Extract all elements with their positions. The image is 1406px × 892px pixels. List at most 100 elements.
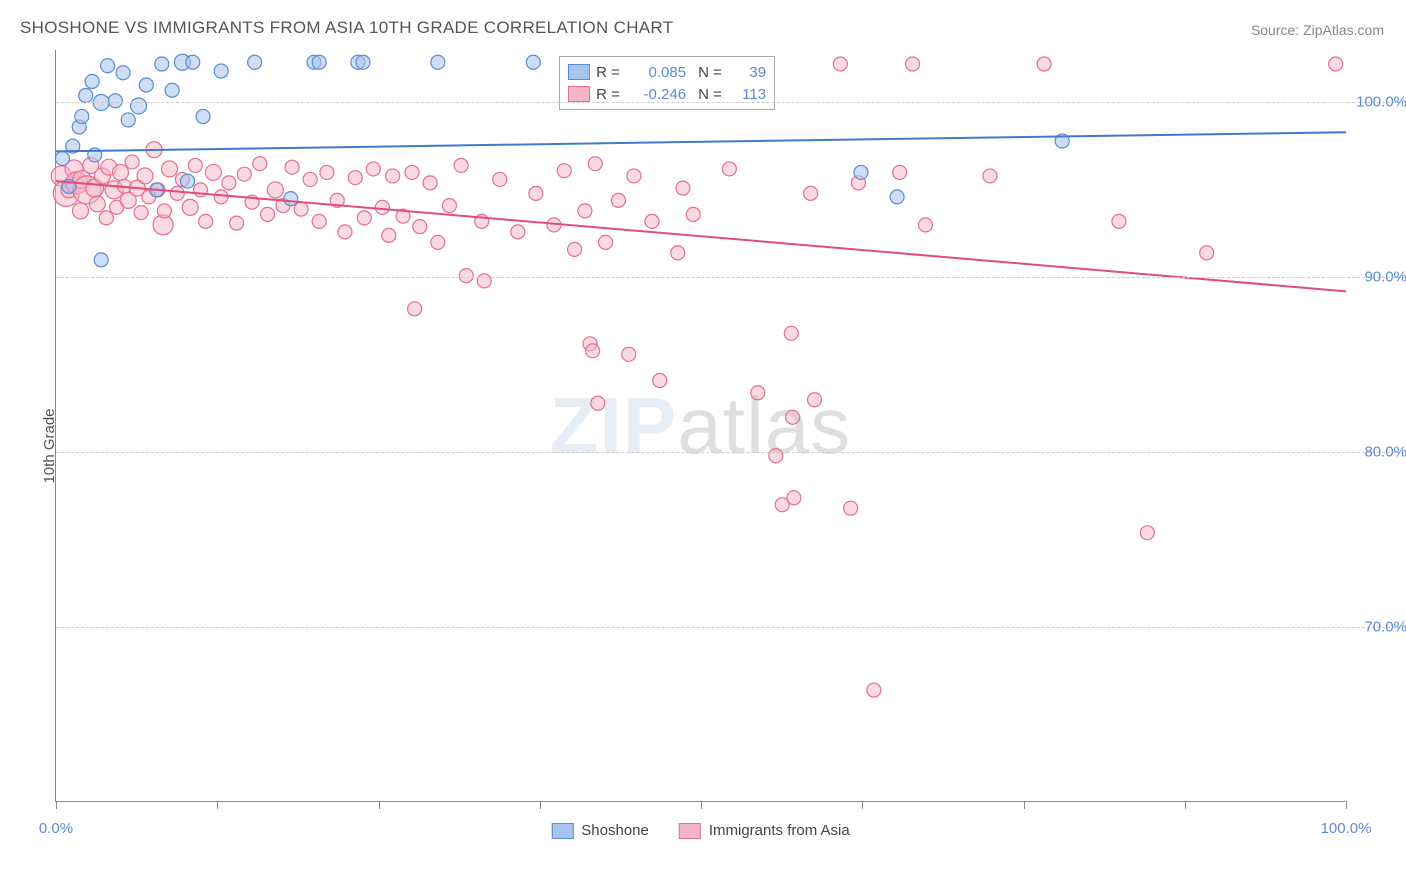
- plot-svg: [56, 50, 1345, 801]
- data-point: [170, 186, 184, 200]
- data-point: [214, 64, 228, 78]
- data-point: [622, 347, 636, 361]
- data-point: [121, 113, 135, 127]
- data-point: [73, 203, 89, 219]
- x-tick: [56, 801, 57, 809]
- data-point: [808, 393, 822, 407]
- data-point: [769, 449, 783, 463]
- data-point: [413, 220, 427, 234]
- data-point: [75, 109, 89, 123]
- x-tick: [1024, 801, 1025, 809]
- data-point: [131, 98, 147, 114]
- legend-n-value-shoshone: 39: [732, 64, 766, 81]
- data-point: [557, 164, 571, 178]
- data-point: [101, 59, 115, 73]
- data-point: [205, 164, 221, 180]
- gridline: [56, 452, 1405, 453]
- data-point: [1329, 57, 1343, 71]
- data-point: [599, 235, 613, 249]
- x-tick: [862, 801, 863, 809]
- data-point: [196, 109, 210, 123]
- legend-n-label: N =: [698, 64, 726, 81]
- data-point: [188, 158, 202, 172]
- data-point: [751, 386, 765, 400]
- data-point: [94, 253, 108, 267]
- data-point: [1140, 526, 1154, 540]
- y-tick-label: 100.0%: [1356, 94, 1406, 111]
- legend-n-value-asia: 113: [732, 86, 766, 103]
- y-tick-label: 90.0%: [1364, 269, 1406, 286]
- data-point: [442, 199, 456, 213]
- data-point: [237, 167, 251, 181]
- data-point: [366, 162, 380, 176]
- legend-bottom-label-asia: Immigrants from Asia: [709, 822, 850, 839]
- gridline: [56, 277, 1405, 278]
- data-point: [906, 57, 920, 71]
- gridline: [56, 102, 1405, 103]
- data-point: [408, 302, 422, 316]
- data-point: [627, 169, 641, 183]
- data-point: [348, 171, 362, 185]
- data-point: [787, 491, 801, 505]
- data-point: [303, 172, 317, 186]
- data-point: [722, 162, 736, 176]
- data-point: [431, 55, 445, 69]
- data-point: [285, 160, 299, 174]
- y-tick-label: 70.0%: [1364, 619, 1406, 636]
- data-point: [459, 269, 473, 283]
- data-point: [356, 55, 370, 69]
- data-point: [844, 501, 858, 515]
- x-tick-label: 0.0%: [39, 820, 73, 837]
- data-point: [137, 168, 153, 184]
- data-point: [165, 83, 179, 97]
- legend-bottom-asia: Immigrants from Asia: [679, 822, 850, 839]
- data-point: [526, 55, 540, 69]
- x-tick: [1346, 801, 1347, 809]
- data-point: [918, 218, 932, 232]
- data-point: [493, 172, 507, 186]
- data-point: [854, 165, 868, 179]
- data-point: [645, 214, 659, 228]
- data-point: [1200, 246, 1214, 260]
- data-point: [89, 196, 105, 212]
- data-point: [653, 374, 667, 388]
- data-point: [529, 186, 543, 200]
- data-point: [157, 204, 171, 218]
- data-point: [405, 165, 419, 179]
- data-point: [893, 165, 907, 179]
- data-point: [423, 176, 437, 190]
- legend-bottom-shoshone: Shoshone: [551, 822, 649, 839]
- data-point: [357, 211, 371, 225]
- data-point: [214, 190, 228, 204]
- data-point: [253, 157, 267, 171]
- data-point: [786, 410, 800, 424]
- data-point: [890, 190, 904, 204]
- data-point: [284, 192, 298, 206]
- data-point: [578, 204, 592, 218]
- data-point: [454, 158, 468, 172]
- x-tick: [217, 801, 218, 809]
- data-point: [99, 211, 113, 225]
- data-point: [312, 55, 326, 69]
- gridline: [56, 627, 1405, 628]
- trend-line: [56, 181, 1346, 291]
- x-tick-label: 100.0%: [1321, 820, 1372, 837]
- data-point: [338, 225, 352, 239]
- data-point: [676, 181, 690, 195]
- data-point: [113, 164, 129, 180]
- data-point: [312, 214, 326, 228]
- data-point: [320, 165, 334, 179]
- legend-bottom-label-shoshone: Shoshone: [581, 822, 649, 839]
- data-point: [591, 396, 605, 410]
- x-tick: [701, 801, 702, 809]
- y-tick-label: 80.0%: [1364, 444, 1406, 461]
- data-point: [55, 151, 69, 165]
- data-point: [222, 176, 236, 190]
- data-point: [155, 57, 169, 71]
- data-point: [230, 216, 244, 230]
- data-point: [125, 155, 139, 169]
- legend-swatch-shoshone-b: [551, 823, 573, 839]
- data-point: [182, 199, 198, 215]
- legend-r-value-asia: -0.246: [630, 86, 686, 103]
- data-point: [867, 683, 881, 697]
